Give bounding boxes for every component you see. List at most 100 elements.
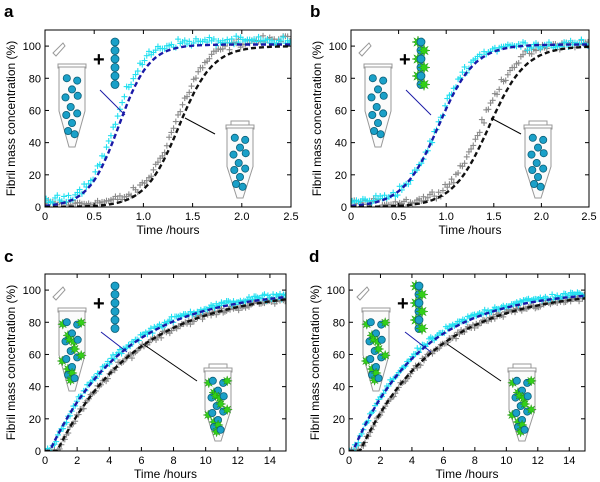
x-tick-label: 14 [563,455,575,467]
data-point [522,40,529,47]
y-tick-label: 60 [335,105,347,117]
schematic-inset: + [52,281,233,442]
monomer-bead [377,335,386,344]
star-label-icon [415,304,429,319]
monomer-bead [528,133,537,142]
data-point [80,405,87,412]
data-point [478,320,485,327]
data-point [489,97,496,104]
monomer-bead [241,149,250,158]
fit-line-seeded-fit [351,43,589,207]
monomer-bead [62,74,71,83]
x-tick-label: 1.5 [486,211,501,223]
data-point [476,129,483,136]
data-point [405,181,412,188]
monomer-bead [379,109,388,118]
data-point [459,163,466,170]
monomer-bead [208,376,217,385]
data-point [545,39,552,46]
monomer-bead [230,165,239,174]
axes-frame [350,29,590,208]
data-point [127,351,134,358]
monomer-bead [366,318,375,327]
x-tick-label: 2.5 [283,211,298,223]
monomer-bead [110,54,120,64]
monomer-bead [230,133,239,142]
data-point [504,71,511,78]
pointer-line-unseeded [446,343,502,382]
data-point [520,51,527,58]
monomer-bead [73,335,82,344]
plus-sign: + [93,293,105,315]
monomer-bead [512,376,521,385]
chart-panel-a: a 0 0.5 1.0 1.5 2.0 2.5 0 20 40 60 80 100 Time /hours… [4,2,299,237]
data-point [175,36,182,43]
y-tick-label: 100 [23,285,41,297]
monomer-bead [372,103,381,112]
y-tick-label: 60 [333,349,345,361]
data-point [567,37,574,44]
x-tick-label: 1.0 [439,211,454,223]
data-point [139,61,146,68]
star-label-icon [417,60,431,75]
data-point [502,77,509,84]
y-tick-label: 40 [29,382,41,394]
star-label-icon [373,343,385,355]
monomer-bead [416,71,426,81]
data-point [515,59,522,66]
data-point [485,106,492,113]
panel-label: a [4,2,14,21]
y-tick-label: 80 [29,73,41,85]
y-tick-label: 0 [341,202,347,214]
star-label-icon [379,349,391,362]
data-point [61,193,68,200]
data-point [442,102,449,109]
monomer-bead [68,119,77,128]
data-point [74,189,81,196]
data-point [112,193,119,200]
x-tick-label: 4 [106,455,112,467]
y-tick-label: 80 [333,317,345,329]
data-point [429,189,436,196]
monomer-bead [62,354,71,363]
data-point [264,36,271,43]
monomer-bead [528,165,537,174]
data-point [532,47,539,54]
data-point [258,295,265,302]
data-point [549,291,556,298]
x-tick-label: 8 [170,455,176,467]
data-point [172,118,179,125]
data-point [166,134,173,141]
data-point [145,48,152,55]
data-point [158,334,165,341]
data-point [578,36,585,43]
monomer-bead [527,150,536,159]
star-label-icon [215,398,227,410]
data-point [444,95,451,102]
monomer-bead [376,130,385,139]
data-point [179,101,186,108]
monomer-bead [373,85,382,94]
x-tick-label: 2.0 [234,211,249,223]
data-point [439,187,446,194]
data-point [190,318,197,325]
x-tick-label: 0.5 [87,211,102,223]
x-tick-label: 4 [409,455,415,467]
schematic-inset: + [52,37,255,199]
series-seeded-data [45,33,291,206]
data-point [463,153,470,160]
star-label-icon [75,349,87,362]
monomer-bead [64,127,73,136]
data-point [187,308,194,315]
data-point [119,99,126,106]
data-point [134,68,141,75]
monomer-bead [208,408,217,417]
data-point [187,321,194,328]
data-point [147,325,154,332]
data-point [159,152,166,159]
monomer-bead [539,149,548,158]
monomer-bead [110,307,120,316]
data-point [424,194,431,201]
fit-line-unseeded-fit [45,45,291,207]
monomer-bead [235,143,244,152]
